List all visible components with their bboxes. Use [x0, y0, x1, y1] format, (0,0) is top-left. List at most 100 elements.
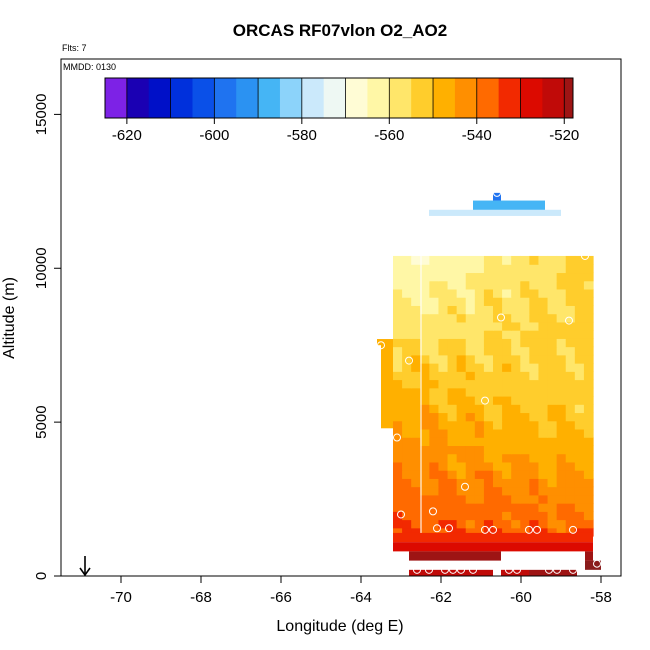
heatmap-cell	[574, 519, 585, 529]
heatmap-cell	[529, 569, 577, 576]
heatmap-cell	[402, 255, 412, 265]
heatmap-cell	[429, 395, 440, 405]
heatmap-cell	[493, 461, 503, 471]
heatmap-cell	[529, 453, 540, 463]
heatmap-cell	[583, 470, 594, 479]
heatmap-cell	[456, 527, 467, 537]
heatmap-cell	[429, 428, 440, 438]
heatmap-cell	[511, 428, 521, 438]
sample-point	[533, 525, 541, 534]
heatmap-cell	[393, 519, 403, 529]
heatmap-cell	[429, 503, 440, 512]
heatmap-cell	[411, 379, 421, 389]
heatmap-cell	[493, 363, 503, 372]
heatmap-cell	[520, 404, 530, 414]
heatmap-cell	[465, 379, 476, 389]
heatmap-cell	[474, 404, 485, 414]
heatmap-cell	[538, 272, 549, 282]
plot-area: -620 -600 -580 -560 -540 -520 MMDD: 0130	[60, 58, 622, 577]
heatmap-cell	[574, 379, 585, 389]
heatmap-cell	[529, 428, 540, 438]
heatmap-cell	[583, 288, 594, 298]
heatmap-cell	[420, 387, 430, 397]
heatmap-cell	[574, 297, 585, 306]
heatmap-cell	[438, 297, 449, 306]
heatmap-cell	[547, 412, 558, 422]
heatmap-cell	[429, 404, 440, 414]
heatmap-cell	[556, 346, 567, 356]
colorbar-swatch	[214, 78, 237, 118]
heatmap-cell	[483, 297, 494, 306]
heatmap-cell	[556, 288, 567, 298]
heatmap-cell	[456, 437, 467, 446]
heatmap-cell	[583, 428, 594, 438]
heatmap-cell	[420, 478, 430, 488]
sample-point	[441, 565, 449, 574]
heatmap-cell	[493, 470, 503, 479]
heatmap-cell	[574, 313, 585, 323]
heatmap-cell	[493, 272, 503, 282]
heatmap-cell	[547, 305, 558, 315]
heatmap-cell	[511, 519, 521, 529]
colorbar-swatch	[236, 78, 259, 118]
heatmap-cell	[447, 437, 458, 446]
heatmap-cell	[583, 511, 594, 521]
heatmap-cell	[447, 461, 458, 471]
heatmap-field	[393, 209, 594, 576]
heatmap-cell	[502, 330, 512, 339]
heatmap-cell	[556, 470, 567, 479]
heatmap-cell	[429, 321, 440, 331]
heatmap-cell	[547, 321, 558, 331]
heatmap-cell	[529, 445, 540, 455]
heatmap-cell	[538, 264, 549, 274]
heatmap-cell	[574, 420, 585, 430]
heatmap-cell	[447, 346, 458, 356]
heatmap-cell	[420, 272, 430, 282]
heatmap-cell	[565, 371, 576, 381]
heatmap-cell	[565, 395, 576, 405]
colorbar-swatch	[279, 78, 303, 118]
heatmap-cell	[493, 511, 503, 521]
heatmap-cell	[583, 453, 594, 463]
heatmap-cell	[447, 313, 458, 323]
heatmap-cell	[411, 478, 421, 488]
heatmap-cell	[547, 354, 558, 364]
colorbar-swatch	[498, 78, 521, 118]
heatmap-cell	[420, 264, 430, 274]
heatmap-cell	[474, 371, 485, 381]
heatmap-cell	[402, 404, 412, 414]
heatmap-cell	[465, 288, 476, 298]
sample-point	[433, 524, 441, 533]
colorbar-swatch	[148, 78, 172, 118]
sample-point	[489, 525, 497, 534]
sample-point	[481, 396, 489, 405]
heatmap-cell	[402, 511, 412, 521]
heatmap-cell	[502, 519, 512, 529]
heatmap-cell	[565, 338, 576, 348]
heatmap-cell	[502, 338, 512, 348]
heatmap-cell	[547, 511, 558, 521]
heatmap-cell	[574, 288, 585, 298]
colorbar-swatch	[301, 78, 325, 118]
heatmap-cell	[393, 371, 403, 381]
heatmap-cell	[556, 371, 567, 381]
colorbar-swatch	[564, 78, 574, 118]
heatmap-cell	[465, 519, 476, 529]
heatmap-cell	[565, 428, 576, 438]
heatmap-cell	[502, 346, 512, 356]
heatmap-cell	[429, 338, 440, 348]
heatmap-cell	[574, 461, 585, 471]
sample-point	[393, 433, 401, 442]
heatmap-cell	[429, 470, 440, 479]
heatmap-cell	[447, 503, 458, 512]
heatmap-cell	[556, 280, 567, 290]
heatmap-cell	[574, 445, 585, 455]
heatmap-cell	[393, 280, 403, 290]
heatmap-cell	[456, 428, 467, 438]
heatmap-cell	[393, 527, 403, 537]
heatmap-cell	[474, 387, 485, 397]
heatmap-cell	[538, 527, 549, 537]
heatmap-cell	[474, 297, 485, 306]
heatmap-cell	[538, 338, 549, 348]
heatmap-cell	[502, 288, 512, 298]
